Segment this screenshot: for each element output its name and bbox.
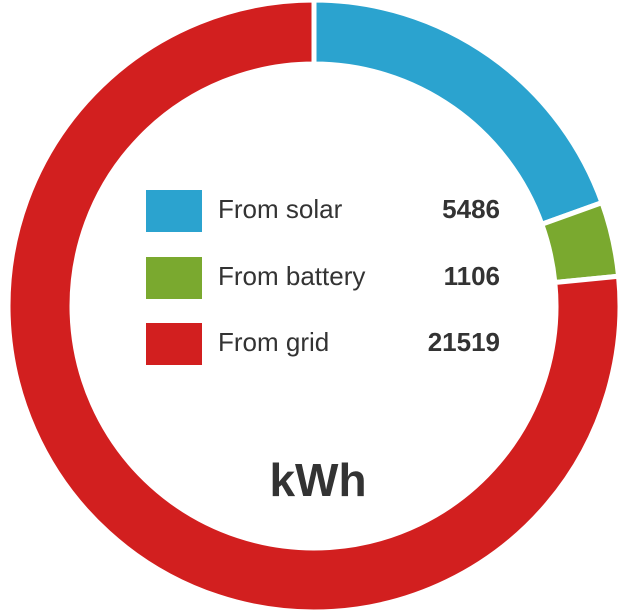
legend-label: From solar — [218, 194, 343, 224]
unit-label: kWh — [269, 454, 366, 506]
donut-segment — [311, 0, 606, 228]
value-label: 21519 — [428, 327, 500, 357]
legend-swatch — [146, 257, 202, 299]
legend-label: From battery — [218, 261, 365, 291]
legend-swatch — [146, 190, 202, 232]
value-label: 1106 — [444, 261, 500, 291]
donut-segment — [5, 0, 623, 612]
legend-swatch — [146, 323, 202, 365]
legend-label: From grid — [218, 327, 329, 357]
value-label: 5486 — [442, 194, 500, 224]
